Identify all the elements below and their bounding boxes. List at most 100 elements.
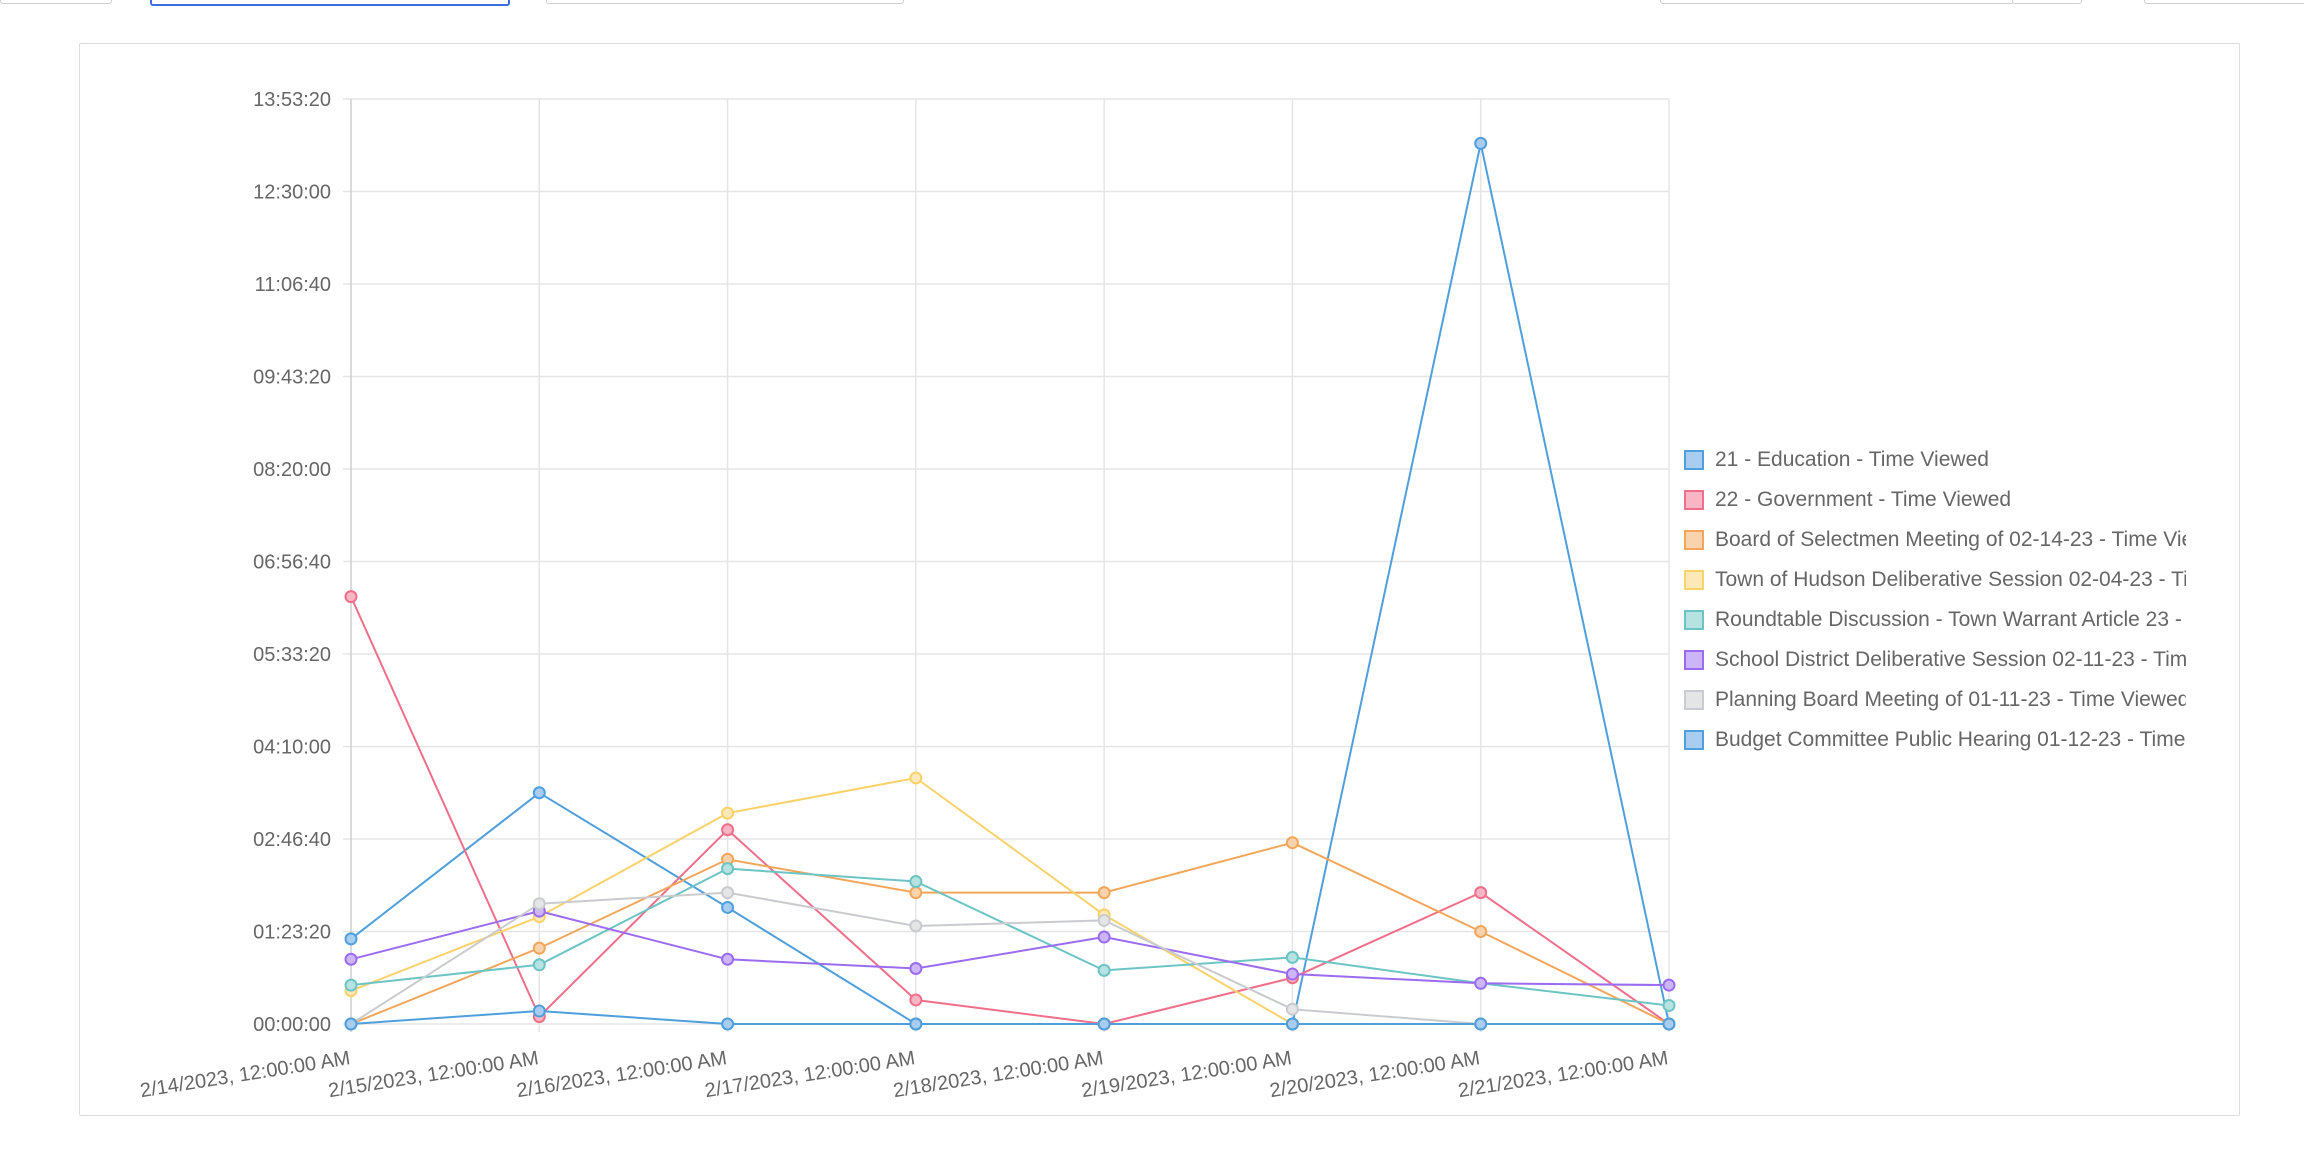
data-point[interactable] bbox=[909, 771, 923, 785]
data-point[interactable] bbox=[909, 1017, 923, 1031]
y-tick-label: 04:10:00 bbox=[253, 737, 331, 759]
top-toolbar-field[interactable] bbox=[546, 0, 904, 4]
y-tick-label: 05:33:20 bbox=[253, 644, 331, 666]
legend-swatch bbox=[1684, 690, 1704, 710]
y-tick-label: 11:06:40 bbox=[255, 274, 331, 296]
y-tick-label: 01:23:20 bbox=[253, 922, 331, 944]
top-toolbar-field[interactable] bbox=[2144, 0, 2304, 4]
series-line bbox=[350, 596, 1670, 1025]
top-toolbar-search-button[interactable] bbox=[2012, 0, 2082, 4]
data-point[interactable] bbox=[344, 932, 358, 946]
y-tick-label: 00:00:00 bbox=[253, 1014, 331, 1036]
y-tick-label: 12:30:00 bbox=[253, 182, 331, 204]
series-line bbox=[350, 1010, 1669, 1025]
data-point[interactable] bbox=[344, 1017, 358, 1031]
legend-item[interactable]: 21 - Education - Time Viewed bbox=[1684, 440, 2186, 480]
y-tick-label: 02:46:40 bbox=[253, 829, 331, 851]
data-point[interactable] bbox=[721, 862, 735, 876]
legend-label: School District Deliberative Session 02-… bbox=[1715, 648, 2186, 671]
series-line bbox=[350, 777, 1669, 1025]
data-point[interactable] bbox=[1662, 1017, 1676, 1031]
data-point[interactable] bbox=[721, 952, 735, 966]
data-point[interactable] bbox=[1097, 930, 1111, 944]
data-point[interactable] bbox=[1285, 950, 1299, 964]
data-point[interactable] bbox=[1097, 963, 1111, 977]
legend-swatch bbox=[1684, 650, 1704, 670]
data-point[interactable] bbox=[1474, 925, 1488, 938]
data-point[interactable] bbox=[1474, 976, 1488, 990]
x-axis-ticks: 2/14/2023, 12:00:00 AM2/15/2023, 12:00:0… bbox=[139, 1047, 1670, 1102]
legend-item[interactable]: Town of Hudson Deliberative Session 02-0… bbox=[1684, 560, 2186, 600]
series-line bbox=[350, 891, 1669, 1025]
data-point[interactable] bbox=[1285, 1017, 1299, 1031]
legend-item[interactable]: Roundtable Discussion - Town Warrant Art… bbox=[1684, 600, 2186, 640]
data-point[interactable] bbox=[1474, 1017, 1488, 1031]
data-point[interactable] bbox=[1474, 886, 1488, 900]
legend-swatch bbox=[1684, 450, 1704, 470]
x-tick-label: 2/20/2023, 12:00:00 AM bbox=[1268, 1047, 1481, 1102]
legend-label: Board of Selectmen Meeting of 02-14-23 -… bbox=[1715, 528, 2186, 551]
series-line bbox=[350, 867, 1670, 1007]
x-tick-label: 2/14/2023, 12:00:00 AM bbox=[139, 1047, 352, 1102]
data-point[interactable] bbox=[1285, 1002, 1299, 1016]
y-axis-ticks: 00:00:00 01:23:20 02:46:40 04:10:00 05:33:20… bbox=[253, 89, 331, 1036]
legend-item[interactable]: 22 - Government - Time Viewed bbox=[1684, 480, 2186, 520]
data-point[interactable] bbox=[344, 978, 358, 992]
data-point[interactable] bbox=[1662, 978, 1676, 992]
data-point[interactable] bbox=[721, 886, 735, 900]
data-point[interactable] bbox=[909, 962, 923, 975]
x-tick-label: 2/19/2023, 12:00:00 AM bbox=[1080, 1047, 1293, 1102]
series-line bbox=[350, 910, 1670, 987]
data-point[interactable] bbox=[1285, 836, 1299, 850]
y-tick-label: 13:53:20 bbox=[253, 89, 331, 111]
x-tick-label: 2/16/2023, 12:00:00 AM bbox=[515, 1047, 728, 1102]
series-points bbox=[344, 136, 1676, 1031]
data-point[interactable] bbox=[532, 897, 546, 911]
data-point[interactable] bbox=[721, 900, 735, 914]
y-tick-label: 08:20:00 bbox=[253, 459, 331, 481]
data-point[interactable] bbox=[1097, 913, 1111, 927]
legend-swatch bbox=[1684, 570, 1704, 590]
legend-label: Budget Committee Public Hearing 01-12-23… bbox=[1715, 728, 2186, 751]
data-point[interactable] bbox=[721, 823, 735, 837]
legend-item[interactable]: Budget Committee Public Hearing 01-12-23… bbox=[1684, 720, 2186, 760]
chart-legend: 21 - Education - Time Viewed 22 - Governm… bbox=[1684, 440, 2186, 760]
data-point[interactable] bbox=[1097, 1017, 1111, 1031]
data-point[interactable] bbox=[1097, 886, 1111, 900]
data-point[interactable] bbox=[1662, 999, 1676, 1012]
legend-swatch bbox=[1684, 530, 1704, 550]
x-tick-label: 2/17/2023, 12:00:00 AM bbox=[703, 1047, 916, 1102]
data-point[interactable] bbox=[532, 958, 546, 972]
top-toolbar-field[interactable] bbox=[0, 0, 112, 4]
series-line bbox=[350, 841, 1670, 1025]
legend-swatch bbox=[1684, 490, 1704, 510]
legend-item[interactable]: Planning Board Meeting of 01-11-23 - Tim… bbox=[1684, 680, 2186, 720]
data-point[interactable] bbox=[532, 941, 546, 955]
legend-label: Roundtable Discussion - Town Warrant Art… bbox=[1715, 608, 2186, 631]
data-point[interactable] bbox=[909, 886, 923, 900]
data-point[interactable] bbox=[721, 1017, 735, 1031]
data-point[interactable] bbox=[1474, 136, 1488, 150]
x-tick-label: 2/21/2023, 12:00:00 AM bbox=[1457, 1047, 1670, 1102]
legend-label: Town of Hudson Deliberative Session 02-0… bbox=[1715, 568, 2186, 591]
legend-swatch bbox=[1684, 610, 1704, 630]
top-toolbar-selected-field[interactable] bbox=[150, 0, 510, 6]
x-tick-label: 2/18/2023, 12:00:00 AM bbox=[892, 1047, 1105, 1102]
data-point[interactable] bbox=[909, 919, 923, 933]
legend-label: Planning Board Meeting of 01-11-23 - Tim… bbox=[1715, 688, 2186, 711]
data-point[interactable] bbox=[909, 875, 923, 889]
data-point[interactable] bbox=[909, 993, 923, 1007]
data-point[interactable] bbox=[532, 1004, 546, 1018]
data-point[interactable] bbox=[344, 590, 358, 604]
data-point[interactable] bbox=[1285, 967, 1299, 981]
series-lines bbox=[350, 142, 1670, 1025]
legend-swatch bbox=[1684, 730, 1704, 750]
legend-item[interactable]: School District Deliberative Session 02-… bbox=[1684, 640, 2186, 680]
data-point[interactable] bbox=[344, 952, 358, 966]
data-point[interactable] bbox=[721, 806, 735, 820]
data-point[interactable] bbox=[532, 786, 546, 800]
legend-label: 22 - Government - Time Viewed bbox=[1715, 488, 2012, 511]
legend-item[interactable]: Board of Selectmen Meeting of 02-14-23 -… bbox=[1684, 520, 2186, 560]
y-tick-label: 06:56:40 bbox=[253, 552, 331, 574]
